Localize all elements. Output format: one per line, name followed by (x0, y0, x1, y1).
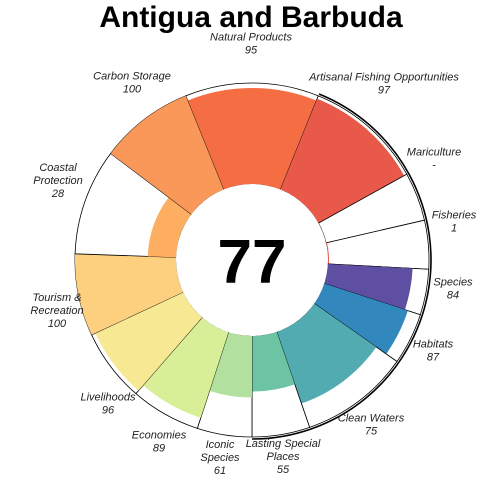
petal-label: Clean Waters 75 (338, 413, 405, 438)
petals (74, 82, 432, 440)
petal-label: Natural Products 95 (210, 32, 292, 57)
petal-fill (280, 98, 405, 224)
petal-label: Tourism & Recreation 100 (30, 292, 83, 330)
petal-fill (187, 88, 317, 190)
petal-fill (147, 197, 192, 258)
petal-label: Economies 89 (132, 430, 187, 455)
petal-fill (324, 263, 413, 310)
petal-fill (276, 303, 377, 404)
petal-fill (314, 283, 408, 354)
petal-label: Carbon Storage 100 (93, 71, 171, 96)
petal-label: Artisanal Fishing Opportunities 97 (308, 72, 459, 97)
petal-label: Iconic Species 61 (200, 439, 240, 477)
petal-label: Fisheries 1 (432, 210, 477, 235)
chart-title: Antigua and Barbuda (99, 1, 403, 34)
petal-label: Species 84 (433, 277, 473, 302)
petal-labels: Natural Products 95 Artisanal Fishing Oppo… (30, 32, 476, 478)
petal-label: Coastal Protection 28 (33, 162, 83, 200)
petal-fill (326, 242, 330, 265)
petal-fill (252, 331, 295, 392)
petal-label: Livelihoods 96 (80, 392, 136, 417)
outer-arc (251, 93, 432, 440)
petal-label: Mariculture - (407, 147, 461, 172)
center-score: 77 (218, 228, 287, 297)
petal-label: Habitats 87 (413, 339, 454, 364)
petal-fill (110, 95, 224, 215)
petal-fill (209, 332, 252, 398)
petal-fill (143, 317, 229, 418)
petal-label: Lasting Special Places 55 (246, 438, 321, 476)
center-circle (176, 184, 328, 336)
petal-fill (75, 253, 184, 335)
petal-fill (95, 292, 203, 391)
